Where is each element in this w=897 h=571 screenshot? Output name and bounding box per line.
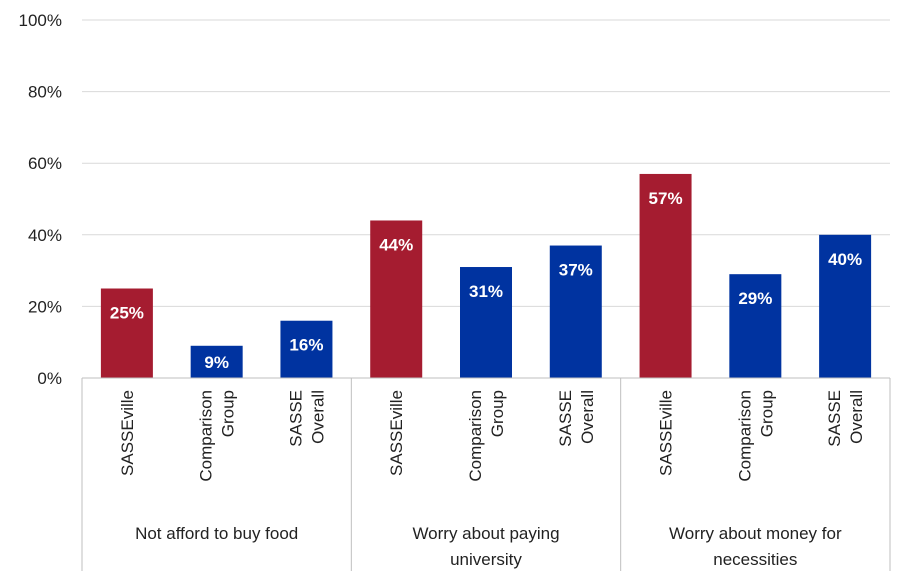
bar [639,173,692,378]
category-label: SASSE [286,390,305,447]
bar [370,220,423,378]
category-label: Overall [847,390,866,444]
category-labels: SASSEville Comparison Group SASSE Overall SAS… [118,390,866,482]
y-tick-label: 100% [19,11,62,30]
group-label: Worry about money for [669,524,842,543]
category-label: Overall [578,390,597,444]
y-axis-ticks: 0% 20% 40% 60% 80% 100% [19,11,62,388]
y-tick-label: 20% [28,297,62,316]
data-label: 31% [469,282,503,301]
category-label: Overall [308,390,327,444]
category-label: SASSEville [387,390,406,476]
category-label: SASSEville [657,390,676,476]
category-label: Comparison [197,390,216,482]
group-label: university [450,550,522,569]
group-label: necessities [713,550,797,569]
bar [190,345,243,378]
gridlines [82,19,890,307]
x-axis [81,377,891,571]
data-label: 25% [110,304,144,323]
category-label: Comparison [466,390,485,482]
group-label: Not afford to buy food [135,524,298,543]
category-label: Comparison [735,390,754,482]
category-label: Group [219,390,238,437]
bar [100,288,153,378]
data-label: 9% [204,353,229,372]
category-label: Group [488,390,507,437]
bar [819,234,872,378]
data-label: 37% [559,261,593,280]
category-label: SASSE [556,390,575,447]
bars: 25% 9% 16% 44% 31% 37% 57% 29% 40% [100,173,872,378]
bar [280,320,333,378]
data-label: 29% [738,289,772,308]
bar [729,274,782,378]
data-label: 44% [379,235,413,254]
data-label: 16% [289,336,323,355]
category-label: SASSE [825,390,844,447]
category-label: SASSEville [118,390,137,476]
y-tick-label: 0% [37,369,62,388]
data-label: 40% [828,250,862,269]
y-tick-label: 40% [28,226,62,245]
bar [460,267,512,378]
y-tick-label: 80% [28,83,62,102]
group-label: Worry about paying [412,524,559,543]
data-label: 57% [649,189,683,208]
y-tick-label: 60% [28,154,62,173]
bar [549,245,602,378]
category-label: Group [757,390,776,437]
group-labels: Not afford to buy food Worry about paying… [135,524,842,569]
